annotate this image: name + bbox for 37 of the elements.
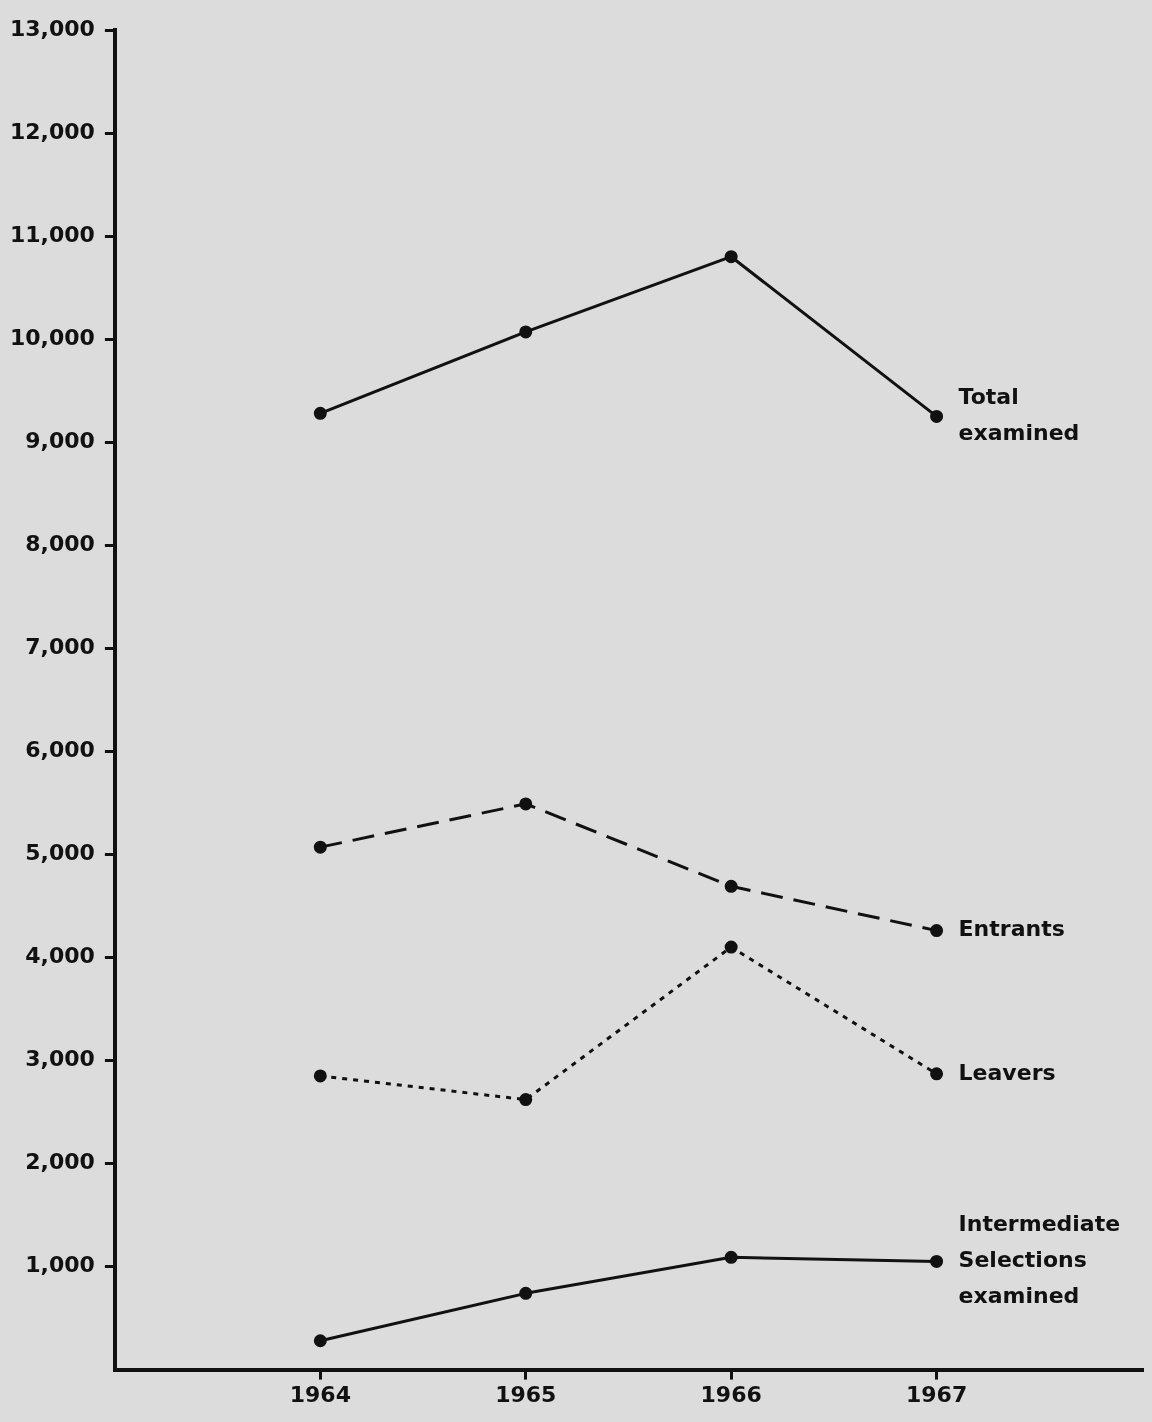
point bbox=[724, 1250, 738, 1264]
series-label: Intermediate Selections examined bbox=[958, 1211, 1121, 1309]
point bbox=[313, 1334, 327, 1348]
point bbox=[519, 1286, 533, 1300]
x-tick-label: 1965 bbox=[495, 1381, 557, 1407]
point bbox=[724, 250, 738, 264]
point bbox=[519, 325, 533, 339]
series-label: Entrants bbox=[958, 916, 1065, 942]
point bbox=[930, 1067, 944, 1081]
point bbox=[930, 924, 944, 938]
point bbox=[930, 1254, 944, 1268]
y-tick-label: 10,000 bbox=[9, 324, 95, 350]
y-tick-label: 2,000 bbox=[25, 1149, 95, 1175]
y-tick-label: 11,000 bbox=[9, 221, 95, 247]
y-tick-label: 8,000 bbox=[25, 530, 95, 556]
y-tick-label: 6,000 bbox=[25, 737, 95, 763]
point bbox=[724, 940, 738, 954]
point bbox=[313, 1069, 327, 1083]
point bbox=[519, 1093, 533, 1107]
y-tick-label: 7,000 bbox=[25, 634, 95, 659]
x-tick-label: 1966 bbox=[700, 1381, 762, 1407]
y-tick-label: 1,000 bbox=[25, 1252, 95, 1278]
point bbox=[519, 797, 533, 811]
y-tick-label: 13,000 bbox=[9, 15, 95, 41]
point bbox=[313, 406, 327, 420]
point bbox=[930, 409, 944, 423]
point bbox=[313, 840, 327, 854]
series-label: Leavers bbox=[958, 1059, 1056, 1085]
y-tick-label: 3,000 bbox=[25, 1046, 95, 1072]
y-tick-label: 12,000 bbox=[9, 118, 95, 144]
point bbox=[724, 879, 738, 893]
series-label: Total examined bbox=[958, 384, 1080, 446]
y-tick-label: 4,000 bbox=[25, 943, 95, 969]
x-tick-label: 1964 bbox=[289, 1381, 351, 1407]
x-tick-label: 1967 bbox=[905, 1381, 968, 1407]
y-tick-label: 5,000 bbox=[25, 840, 95, 866]
y-tick-label: 9,000 bbox=[25, 427, 95, 453]
